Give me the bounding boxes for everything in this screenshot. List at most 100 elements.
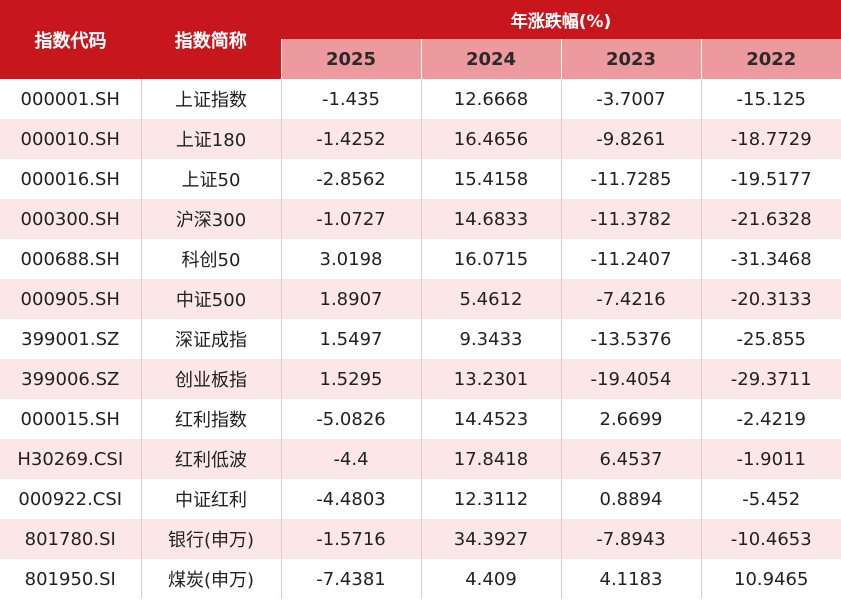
- cell-2022: -20.3133: [700, 279, 841, 319]
- cell-name: 深证成指: [140, 319, 281, 359]
- table-row: H30269.CSI 红利低波 -4.4 17.8418 6.4537 -1.9…: [0, 439, 841, 479]
- cell-2025: -5.0826: [280, 399, 421, 439]
- cell-2022: -21.6328: [700, 199, 841, 239]
- cell-2022: -5.452: [700, 479, 841, 519]
- table-row: 801780.SI 银行(申万) -1.5716 34.3927 -7.8943…: [0, 519, 841, 559]
- cell-2025: -1.435: [280, 79, 421, 119]
- cell-2023: -19.4054: [560, 359, 701, 399]
- table-row: 000001.SH 上证指数 -1.435 12.6668 -3.7007 -1…: [0, 79, 841, 119]
- cell-code: 399001.SZ: [0, 319, 141, 359]
- cell-name: 银行(申万): [140, 519, 281, 559]
- cell-2024: 12.3112: [420, 479, 561, 519]
- cell-2022: -31.3468: [700, 239, 841, 279]
- cell-2024: 34.3927: [420, 519, 561, 559]
- cell-2024: 4.409: [420, 559, 561, 599]
- table-row: 801950.SI 煤炭(申万) -7.4381 4.409 4.1183 10…: [0, 559, 841, 599]
- cell-name: 上证180: [140, 119, 281, 159]
- cell-name: 上证指数: [140, 79, 281, 119]
- cell-2023: -11.3782: [560, 199, 701, 239]
- cell-2025: 1.5295: [280, 359, 421, 399]
- cell-2023: -11.2407: [560, 239, 701, 279]
- cell-2022: -10.4653: [700, 519, 841, 559]
- cell-2024: 16.4656: [420, 119, 561, 159]
- cell-2024: 12.6668: [420, 79, 561, 119]
- cell-code: H30269.CSI: [0, 439, 141, 479]
- table-row: 000300.SH 沪深300 -1.0727 14.6833 -11.3782…: [0, 199, 841, 239]
- cell-name: 红利低波: [140, 439, 281, 479]
- cell-2022: 10.9465: [700, 559, 841, 599]
- cell-name: 创业板指: [140, 359, 281, 399]
- cell-2025: 3.0198: [280, 239, 421, 279]
- cell-2022: -2.4219: [700, 399, 841, 439]
- cell-code: 000300.SH: [0, 199, 141, 239]
- cell-code: 000015.SH: [0, 399, 141, 439]
- table-row: 399006.SZ 创业板指 1.5295 13.2301 -19.4054 -…: [0, 359, 841, 399]
- cell-2023: -7.4216: [560, 279, 701, 319]
- cell-2023: -9.8261: [560, 119, 701, 159]
- cell-name: 中证500: [140, 279, 281, 319]
- cell-2024: 13.2301: [420, 359, 561, 399]
- cell-name: 上证50: [140, 159, 281, 199]
- table-body: 000001.SH 上证指数 -1.435 12.6668 -3.7007 -1…: [0, 79, 841, 599]
- table-row: 000688.SH 科创50 3.0198 16.0715 -11.2407 -…: [0, 239, 841, 279]
- cell-name: 科创50: [140, 239, 281, 279]
- cell-name: 煤炭(申万): [140, 559, 281, 599]
- table-row: 000922.CSI 中证红利 -4.4803 12.3112 0.8894 -…: [0, 479, 841, 519]
- cell-code: 000922.CSI: [0, 479, 141, 519]
- cell-2022: -18.7729: [700, 119, 841, 159]
- cell-2023: -13.5376: [560, 319, 701, 359]
- cell-2024: 17.8418: [420, 439, 561, 479]
- cell-code: 000001.SH: [0, 79, 141, 119]
- cell-2023: -3.7007: [560, 79, 701, 119]
- cell-2025: -1.0727: [280, 199, 421, 239]
- table-row: 399001.SZ 深证成指 1.5497 9.3433 -13.5376 -2…: [0, 319, 841, 359]
- cell-2024: 5.4612: [420, 279, 561, 319]
- cell-2023: 2.6699: [560, 399, 701, 439]
- header-year-2025: 2025: [280, 39, 421, 79]
- cell-code: 801780.SI: [0, 519, 141, 559]
- cell-2022: -19.5177: [700, 159, 841, 199]
- cell-2025: -7.4381: [280, 559, 421, 599]
- cell-2022: -29.3711: [700, 359, 841, 399]
- cell-2025: -1.5716: [280, 519, 421, 559]
- cell-2025: -2.8562: [280, 159, 421, 199]
- cell-2025: -4.4: [280, 439, 421, 479]
- cell-2022: -1.9011: [700, 439, 841, 479]
- cell-code: 000016.SH: [0, 159, 141, 199]
- header-annual-change: 年涨跌幅(%): [281, 0, 841, 39]
- cell-2025: -1.4252: [280, 119, 421, 159]
- cell-2022: -25.855: [700, 319, 841, 359]
- header-index-code: 指数代码: [0, 0, 141, 79]
- cell-2024: 14.6833: [420, 199, 561, 239]
- cell-code: 000010.SH: [0, 119, 141, 159]
- table-row: 000016.SH 上证50 -2.8562 15.4158 -11.7285 …: [0, 159, 841, 199]
- cell-code: 801950.SI: [0, 559, 141, 599]
- cell-code: 000688.SH: [0, 239, 141, 279]
- cell-name: 红利指数: [140, 399, 281, 439]
- cell-name: 沪深300: [140, 199, 281, 239]
- cell-2023: -11.7285: [560, 159, 701, 199]
- cell-2024: 9.3433: [420, 319, 561, 359]
- header-year-2024: 2024: [420, 39, 561, 79]
- cell-2025: -4.4803: [280, 479, 421, 519]
- cell-2022: -15.125: [700, 79, 841, 119]
- table-row: 000010.SH 上证180 -1.4252 16.4656 -9.8261 …: [0, 119, 841, 159]
- cell-code: 399006.SZ: [0, 359, 141, 399]
- cell-2023: -7.8943: [560, 519, 701, 559]
- cell-2025: 1.5497: [280, 319, 421, 359]
- table-row: 000905.SH 中证500 1.8907 5.4612 -7.4216 -2…: [0, 279, 841, 319]
- cell-2024: 15.4158: [420, 159, 561, 199]
- cell-code: 000905.SH: [0, 279, 141, 319]
- cell-2025: 1.8907: [280, 279, 421, 319]
- cell-2023: 4.1183: [560, 559, 701, 599]
- cell-name: 中证红利: [140, 479, 281, 519]
- table-row: 000015.SH 红利指数 -5.0826 14.4523 2.6699 -2…: [0, 399, 841, 439]
- cell-2024: 16.0715: [420, 239, 561, 279]
- cell-2024: 14.4523: [420, 399, 561, 439]
- cell-2023: 6.4537: [560, 439, 701, 479]
- cell-2023: 0.8894: [560, 479, 701, 519]
- table-header: 指数代码 指数简称 年涨跌幅(%) 2025 2024 2023 2022: [0, 0, 841, 79]
- header-year-2022: 2022: [700, 39, 841, 79]
- header-year-2023: 2023: [560, 39, 701, 79]
